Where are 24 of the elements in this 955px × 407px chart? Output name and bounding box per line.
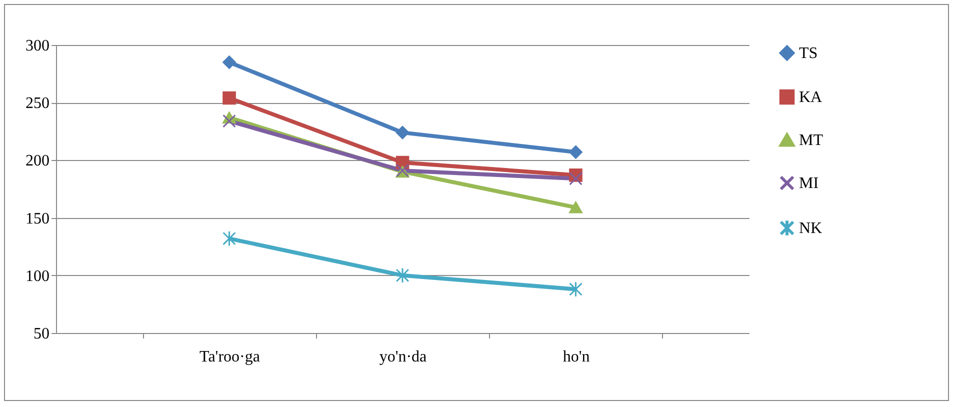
point <box>569 145 582 159</box>
point <box>222 91 236 105</box>
point <box>396 268 410 284</box>
y-tick-label: 200 <box>26 152 50 170</box>
point <box>569 172 582 186</box>
y-tick-label: 300 <box>26 38 50 54</box>
point <box>222 56 236 69</box>
point <box>222 114 236 128</box>
legend-label: KA <box>799 89 823 106</box>
y-tick-label: 250 <box>26 95 50 112</box>
point <box>569 202 582 214</box>
legend-label: MI <box>799 175 819 192</box>
y-tick-label: 150 <box>26 210 50 228</box>
x-tick-label: ho'n <box>562 348 590 366</box>
x-tick-label: yo'n·da <box>379 348 427 366</box>
y-tick-label: 100 <box>26 268 50 285</box>
y-tick-label: 50 <box>34 326 50 342</box>
legend-label: MT <box>799 132 824 149</box>
legend-label: NK <box>799 220 823 237</box>
point <box>396 126 410 140</box>
legend-label: TS <box>799 45 818 62</box>
point <box>222 230 236 246</box>
x-tick-label: Ta'roo·ga <box>200 348 260 366</box>
point <box>569 281 582 298</box>
